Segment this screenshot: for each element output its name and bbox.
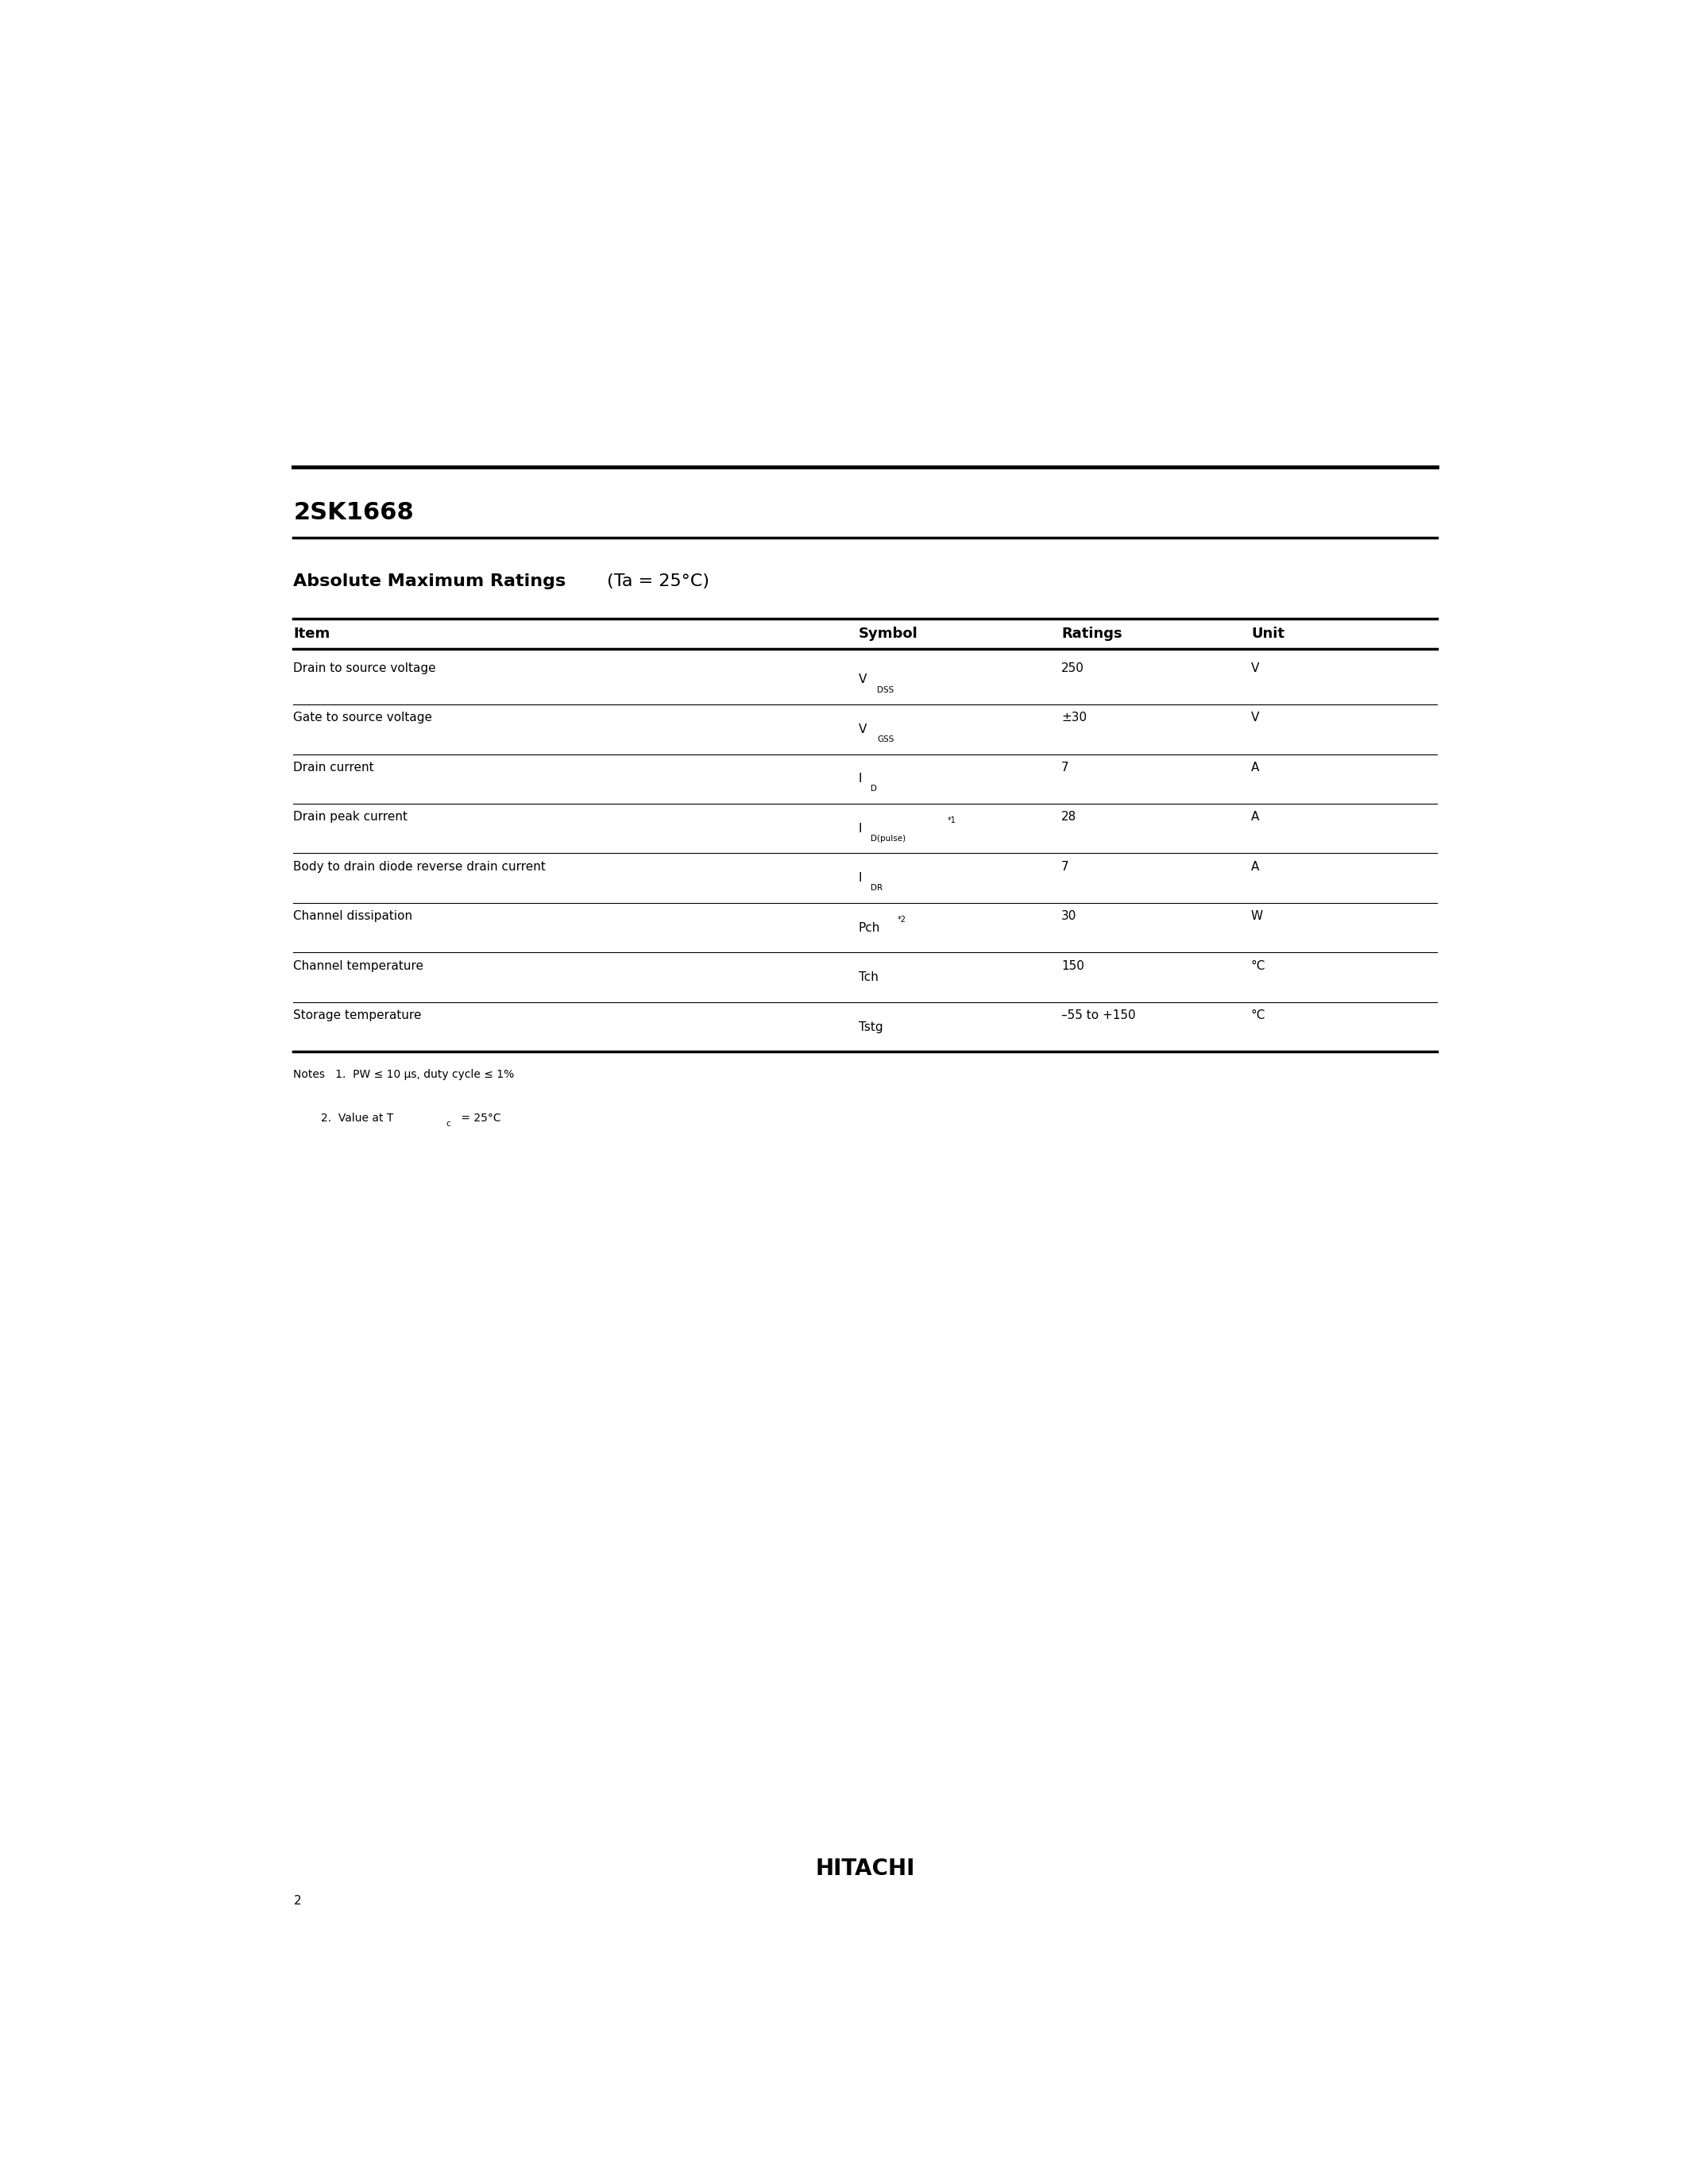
Text: Symbol: Symbol — [859, 627, 918, 642]
Text: *1: *1 — [947, 817, 955, 823]
Text: I: I — [859, 823, 863, 834]
Text: Storage temperature: Storage temperature — [294, 1009, 422, 1022]
Text: Notes   1.  PW ≤ 10 μs, duty cycle ≤ 1%: Notes 1. PW ≤ 10 μs, duty cycle ≤ 1% — [294, 1068, 515, 1079]
Text: V: V — [1251, 662, 1259, 675]
Text: Unit: Unit — [1251, 627, 1285, 642]
Text: 28: 28 — [1062, 810, 1077, 823]
Text: DSS: DSS — [876, 686, 893, 695]
Text: V: V — [859, 723, 868, 736]
Text: Tstg: Tstg — [859, 1020, 883, 1033]
Text: (Ta = 25°C): (Ta = 25°C) — [601, 572, 709, 590]
Text: 2SK1668: 2SK1668 — [294, 500, 414, 524]
Text: HITACHI: HITACHI — [815, 1859, 915, 1880]
Text: Ratings: Ratings — [1062, 627, 1123, 642]
Text: Tch: Tch — [859, 972, 878, 983]
Text: Pch: Pch — [859, 922, 881, 935]
Text: 30: 30 — [1062, 911, 1077, 922]
Text: °C: °C — [1251, 961, 1266, 972]
Text: 2: 2 — [294, 1896, 300, 1907]
Text: 150: 150 — [1062, 961, 1084, 972]
Text: GSS: GSS — [876, 736, 895, 743]
Text: DR: DR — [871, 885, 883, 893]
Text: V: V — [859, 673, 868, 686]
Text: 7: 7 — [1062, 860, 1069, 874]
Text: –55 to +150: –55 to +150 — [1062, 1009, 1136, 1022]
Text: Item: Item — [294, 627, 331, 642]
Text: I: I — [859, 773, 863, 784]
Text: Drain peak current: Drain peak current — [294, 810, 408, 823]
Text: = 25°C: = 25°C — [457, 1112, 501, 1123]
Text: 250: 250 — [1062, 662, 1084, 675]
Text: ±30: ±30 — [1062, 712, 1087, 723]
Text: D(pulse): D(pulse) — [871, 834, 905, 843]
Text: W: W — [1251, 911, 1263, 922]
Text: c: c — [446, 1120, 451, 1129]
Text: A: A — [1251, 762, 1259, 773]
Text: 7: 7 — [1062, 762, 1069, 773]
Text: V: V — [1251, 712, 1259, 723]
Text: 2.  Value at T: 2. Value at T — [294, 1112, 393, 1123]
Text: Absolute Maximum Ratings: Absolute Maximum Ratings — [294, 572, 565, 590]
Text: *2: *2 — [898, 915, 906, 924]
Text: °C: °C — [1251, 1009, 1266, 1022]
Text: Gate to source voltage: Gate to source voltage — [294, 712, 432, 723]
Text: I: I — [859, 871, 863, 885]
Text: Drain to source voltage: Drain to source voltage — [294, 662, 436, 675]
Text: Channel temperature: Channel temperature — [294, 961, 424, 972]
Text: Channel dissipation: Channel dissipation — [294, 911, 412, 922]
Text: Drain current: Drain current — [294, 762, 375, 773]
Text: Body to drain diode reverse drain current: Body to drain diode reverse drain curren… — [294, 860, 545, 874]
Text: A: A — [1251, 860, 1259, 874]
Text: D: D — [871, 784, 876, 793]
Text: A: A — [1251, 810, 1259, 823]
